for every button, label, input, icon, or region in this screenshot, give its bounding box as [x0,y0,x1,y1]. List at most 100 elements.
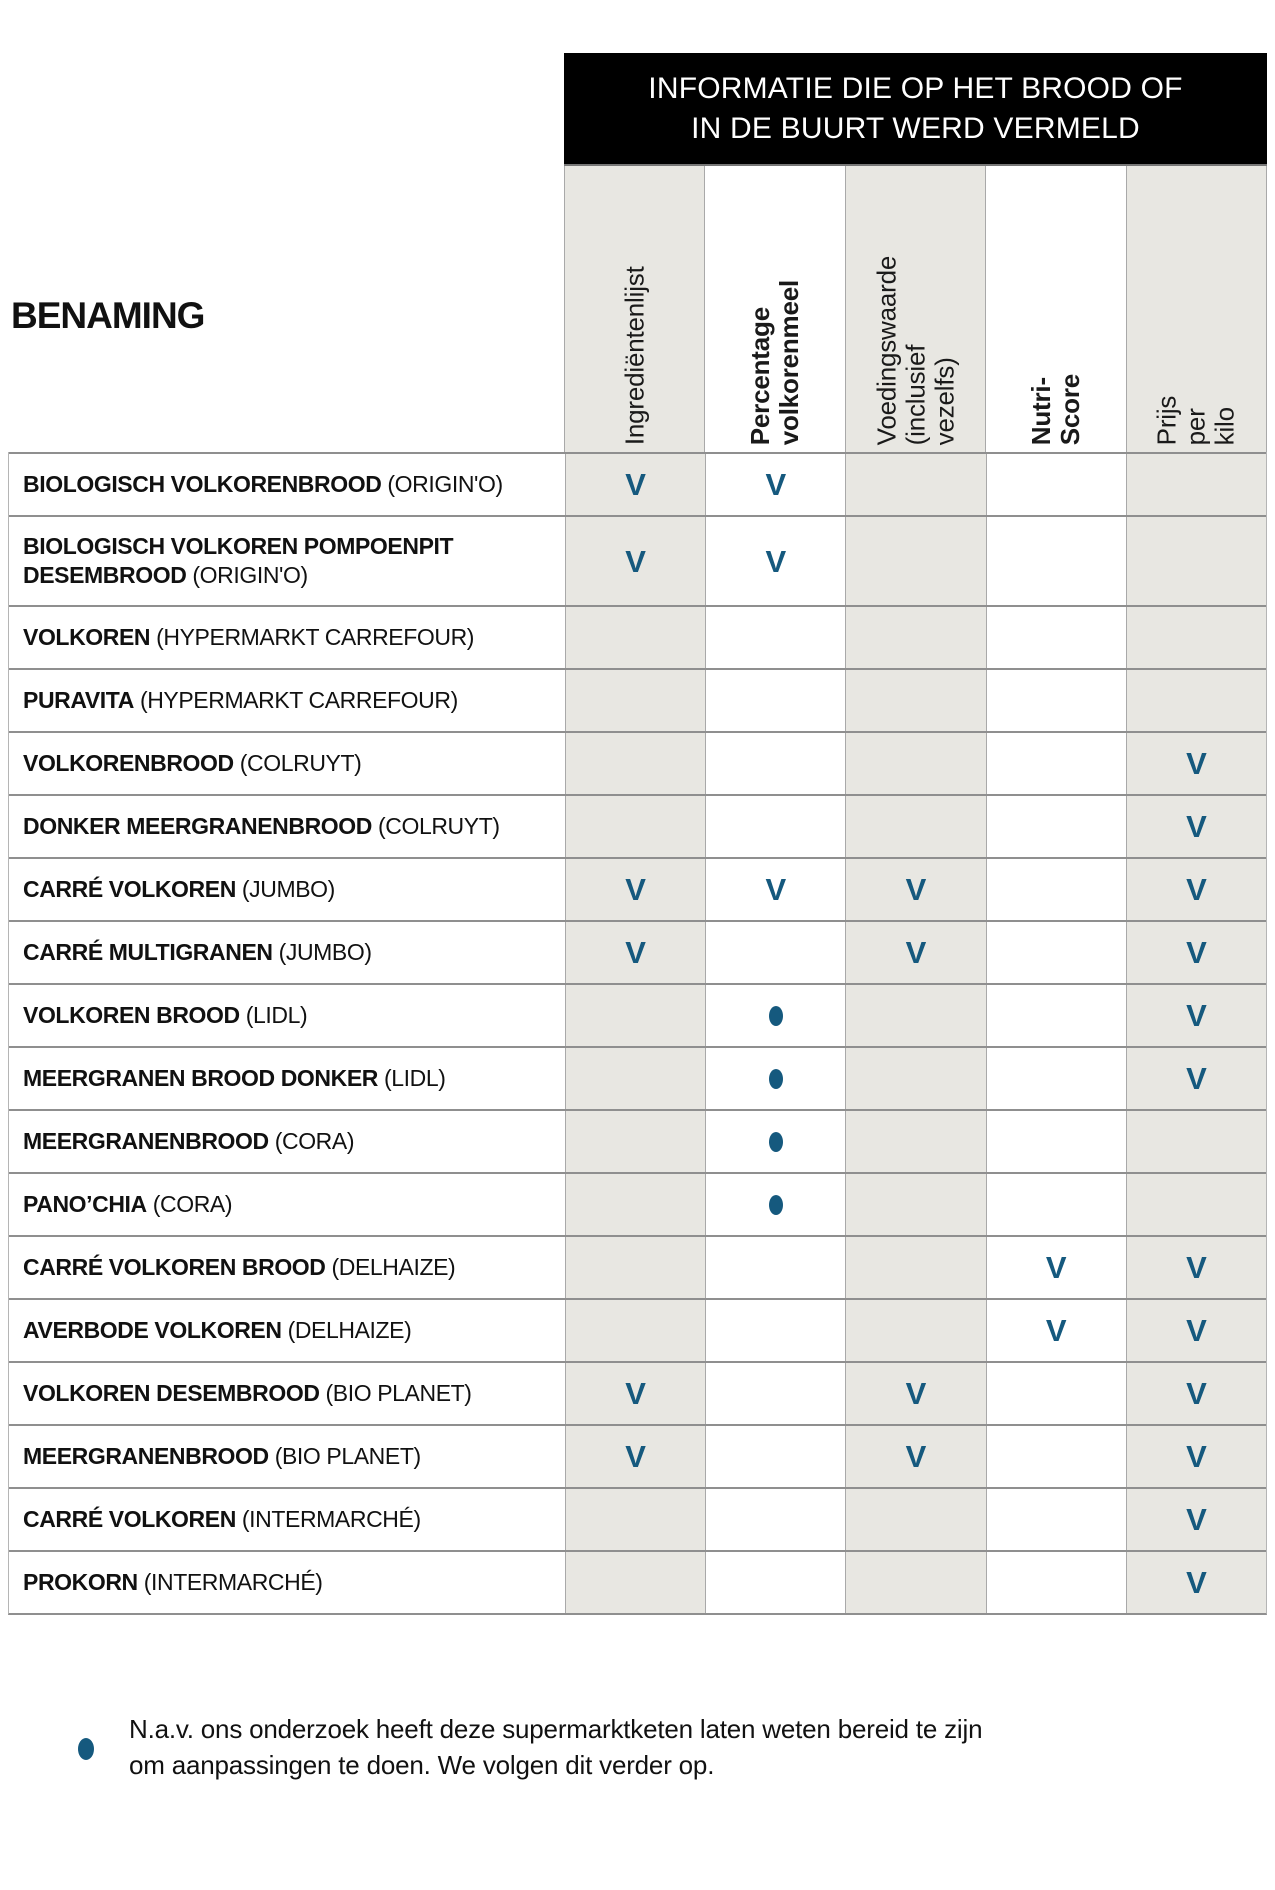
table-row: PROKORN (INTERMARCHÉ) V [9,1550,1267,1613]
table-row: VOLKOREN BROOD (LIDL) V [9,983,1267,1046]
table-row: BIOLOGISCH VOLKORENBROOD (ORIGIN'O) V V [9,452,1267,515]
column-header-4: Nutri-Score [985,166,1126,452]
product-name-text: MEERGRANEN BROOD DONKER (LIDL) [23,1064,446,1093]
mark-cell [845,1048,986,1109]
table-row: CARRÉ VOLKOREN (JUMBO) V V V V [9,857,1267,920]
mark-cell: V [1125,1048,1267,1109]
mark-cell [565,733,706,794]
mark-cell [565,1174,706,1235]
mark-cell [985,1426,1126,1487]
mark-cell [845,1111,986,1172]
product-name-text: VOLKOREN BROOD (LIDL) [23,1001,308,1030]
table-row: CARRÉ VOLKOREN BROOD (DELHAIZE) V V [9,1235,1267,1298]
mark-cell: V [565,454,706,515]
product-name-cell: BIOLOGISCH VOLKORENBROOD (ORIGIN'O) [9,454,565,515]
check-mark: V [1186,746,1207,781]
mark-cell [565,985,706,1046]
brand-name: (INTERMARCHÉ) [137,1569,323,1596]
product-name-cell: DONKER MEERGRANENBROOD (COLRUYT) [9,796,565,857]
mark-cell [565,1111,706,1172]
check-mark: V [1186,998,1207,1033]
product-name-text: VOLKORENBROOD (COLRUYT) [23,749,362,778]
product-name: AVERBODE VOLKOREN [23,1317,282,1344]
mark-cell: V [985,1237,1126,1298]
product-name-cell: MEERGRANENBROOD (CORA) [9,1111,565,1172]
mark-cell: V [1125,1363,1267,1424]
brand-name: (JUMBO) [235,876,335,903]
mark-cell: V [1125,733,1267,794]
mark-cell [565,607,706,668]
check-mark: V [1186,935,1207,970]
product-name: VOLKOREN [23,624,151,651]
product-name-cell: CARRÉ VOLKOREN BROOD (DELHAIZE) [9,1237,565,1298]
mark-cell [985,1174,1126,1235]
column-header-label: Ingrediëntenlijst [619,266,650,445]
product-name: CARRÉ VOLKOREN BROOD [23,1254,326,1281]
product-name-cell: CARRÉ VOLKOREN (JUMBO) [9,859,565,920]
mark-cell [985,859,1126,920]
brand-name: (COLRUYT) [372,813,500,840]
mark-cell [565,1237,706,1298]
mark-cell [705,1489,846,1550]
check-mark: V [1186,1250,1207,1285]
product-name-text: PANO’CHIA (CORA) [23,1190,233,1219]
product-name-text: MEERGRANENBROOD (CORA) [23,1127,354,1156]
check-mark: V [625,935,646,970]
mark-cell [1125,1111,1267,1172]
check-mark: V [1045,1313,1067,1348]
product-name-cell: AVERBODE VOLKOREN (DELHAIZE) [9,1300,565,1361]
brand-name: (CORA) [268,1128,355,1155]
mark-cell [705,1174,846,1235]
product-name: PANO’CHIA [23,1191,147,1218]
check-mark: V [905,872,927,907]
product-name-cell: CARRÉ VOLKOREN (INTERMARCHÉ) [9,1489,565,1550]
table-row: PURAVITA (HYPERMARKT CARREFOUR) [9,668,1267,731]
table-row: MEERGRANENBROOD (BIO PLANET) V V V [9,1424,1267,1487]
dot-mark-icon [768,1068,783,1089]
mark-cell: V [985,1300,1126,1361]
mark-cell: V [845,1426,986,1487]
brand-name: (ORIGIN'O) [186,562,308,588]
table-row: CARRÉ MULTIGRANEN (JUMBO) V V V [9,920,1267,983]
mark-cell [845,796,986,857]
brand-name: (DELHAIZE) [281,1317,412,1344]
table-title: INFORMATIE DIE OP HET BROOD OF IN DE BUU… [648,71,1183,145]
mark-cell [845,517,986,605]
check-mark: V [765,467,787,502]
row-label-header: BENAMING [11,295,205,336]
mark-cell [705,1363,846,1424]
product-name-cell: VOLKOREN (HYPERMARKT CARREFOUR) [9,607,565,668]
product-name: CARRÉ VOLKOREN [23,1506,236,1533]
check-mark: V [1186,1376,1207,1411]
check-mark: V [905,1376,927,1411]
mark-cell [705,1426,846,1487]
mark-cell: V [845,1363,986,1424]
mark-cell [565,1048,706,1109]
mark-cell [985,922,1126,983]
check-mark: V [1186,1061,1207,1096]
mark-cell [565,796,706,857]
product-name-text: CARRÉ VOLKOREN (JUMBO) [23,875,335,904]
mark-cell [985,1489,1126,1550]
mark-cell: V [845,859,986,920]
product-name-cell: MEERGRANEN BROOD DONKER (LIDL) [9,1048,565,1109]
mark-cell: V [1125,1300,1267,1361]
mark-cell [705,922,846,983]
mark-cell [985,1111,1126,1172]
mark-cell: V [565,859,706,920]
product-name: BIOLOGISCH VOLKORENBROOD [23,471,382,498]
product-name-cell: PURAVITA (HYPERMARKT CARREFOUR) [9,670,565,731]
check-mark: V [1186,809,1207,844]
product-name: DONKER MEERGRANENBROOD [23,813,372,840]
mark-cell [845,733,986,794]
check-mark: V [625,1439,646,1474]
product-name-text: PURAVITA (HYPERMARKT CARREFOUR) [23,686,458,715]
table-title-banner: INFORMATIE DIE OP HET BROOD OF IN DE BUU… [564,53,1267,164]
brand-name: (BIO PLANET) [268,1443,421,1470]
check-mark: V [905,1439,927,1474]
table-row: VOLKORENBROOD (COLRUYT) V [9,731,1267,794]
table-row: AVERBODE VOLKOREN (DELHAIZE) V V [9,1298,1267,1361]
mark-cell [705,1048,846,1109]
product-name-text: PROKORN (INTERMARCHÉ) [23,1568,323,1597]
